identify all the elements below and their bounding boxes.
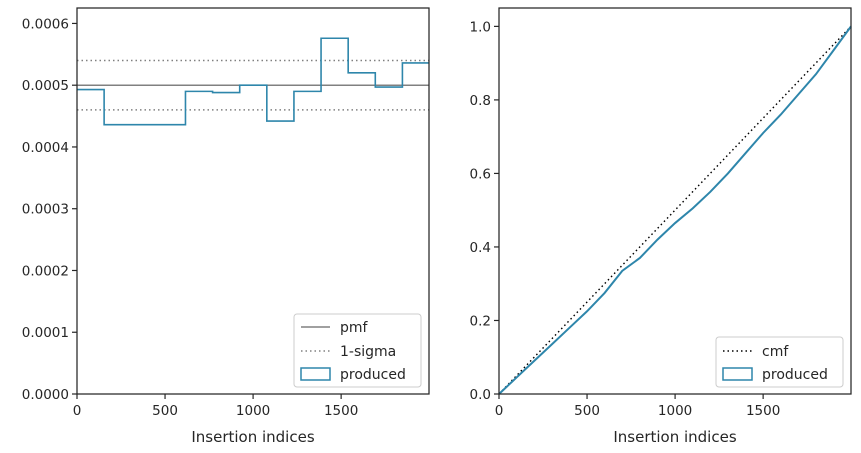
y-tick-label: 0.6 (470, 166, 491, 182)
y-tick-label: 1.0 (470, 19, 491, 35)
cmf-series-line (498, 25, 852, 395)
left-chart: 0 500 1000 1500 0.00000.00010.00020.00030.0… (22, 7, 430, 446)
left-plot-frame (76, 7, 430, 395)
x-tick-label: 500 (152, 403, 178, 419)
x-tick-label: 500 (574, 403, 600, 419)
y-tick-label: 0.0 (470, 387, 491, 403)
x-tick-label: 0 (73, 403, 82, 419)
right-legend-box (715, 336, 844, 388)
produced-series-line (498, 25, 852, 395)
left-x-axis-label: Insertion indices (191, 428, 314, 446)
right-legend: cmf produced (715, 336, 844, 388)
x-tick-label: 1000 (658, 403, 692, 419)
y-tick-label: 0.8 (470, 93, 491, 109)
right-x-axis-label: Insertion indices (613, 428, 736, 446)
x-tick-label: 0 (495, 403, 504, 419)
y-tick-label: 0.0001 (22, 325, 69, 341)
produced-step-series (77, 37, 429, 126)
y-tick-label: 0.0003 (22, 202, 69, 218)
y-tick-label: 0.0002 (22, 263, 69, 279)
left-x-ticks: 0 500 1000 1500 (73, 394, 358, 419)
x-tick-label: 1000 (236, 403, 270, 419)
y-tick-label: 0.2 (470, 313, 491, 329)
right-chart: 0 500 1000 1500 0.0 0.2 0.4 0.6 0.8 1.0 Insertio… (470, 7, 852, 446)
right-y-ticks: 0.0 0.2 0.4 0.6 0.8 1.0 (470, 19, 499, 403)
legend-produced-label: produced (340, 367, 406, 383)
y-tick-label: 0.0000 (22, 387, 69, 403)
y-tick-label: 0.0005 (22, 78, 69, 94)
x-tick-label: 1500 (746, 403, 780, 419)
right-x-ticks: 0 500 1000 1500 (495, 394, 780, 419)
x-tick-label: 1500 (324, 403, 358, 419)
legend-1-sigma-label: 1-sigma (340, 344, 396, 360)
legend-cmf-label: cmf (762, 344, 789, 360)
right-plot-frame (498, 7, 852, 395)
left-legend: pmf 1-sigma produced (293, 313, 422, 388)
y-tick-label: 0.0004 (22, 140, 69, 156)
legend-produced-label-right: produced (762, 367, 828, 383)
y-tick-label: 0.4 (470, 240, 491, 256)
legend-produced-swatch-right (722, 367, 753, 381)
legend-produced-swatch (300, 367, 331, 381)
left-plot-lines (77, 37, 429, 126)
y-tick-label: 0.0006 (22, 16, 69, 32)
legend-pmf-label: pmf (340, 320, 369, 336)
left-y-ticks: 0.0000 0.0001 0.0002 0.0003 0.0004 0.0005 0.00… (22, 16, 77, 403)
right-plot-lines (498, 25, 852, 395)
